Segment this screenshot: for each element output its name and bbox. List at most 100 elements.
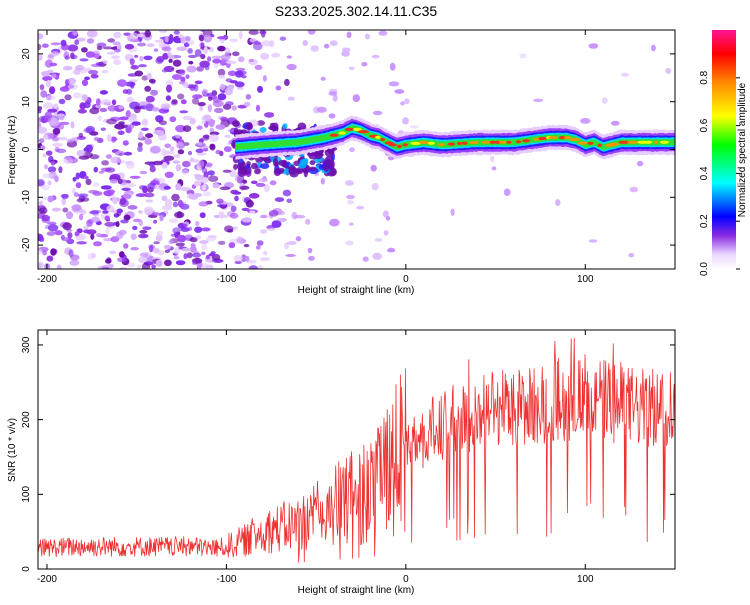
noise-speckle xyxy=(168,239,175,245)
noise-speckle xyxy=(47,224,59,232)
noise-speckle xyxy=(137,142,143,147)
noise-speckle xyxy=(107,38,115,43)
noise-speckle xyxy=(143,206,154,215)
noise-speckle xyxy=(124,160,134,165)
noise-speckle xyxy=(175,134,181,139)
noise-speckle xyxy=(149,165,156,173)
noise-speckle xyxy=(255,104,261,112)
noise-speckle xyxy=(208,175,219,182)
noise-speckle xyxy=(168,58,173,63)
noise-speckle xyxy=(130,65,139,70)
noise-speckle xyxy=(187,40,195,45)
noise-speckle xyxy=(89,210,100,215)
colorbar-tick-label: 0.2 xyxy=(699,214,710,228)
noise-speckle xyxy=(38,200,43,206)
noise-speckle xyxy=(214,107,224,114)
noise-speckle xyxy=(145,95,155,103)
noise-speckle xyxy=(295,236,302,242)
noise-speckle xyxy=(233,226,238,231)
ridge-hotspot xyxy=(474,140,479,144)
noise-speckle xyxy=(232,120,240,127)
noise-speckle xyxy=(111,55,120,59)
ridge-hotspot xyxy=(515,140,522,144)
noise-speckle xyxy=(81,94,88,101)
noise-speckle xyxy=(65,138,75,143)
noise-speckle xyxy=(47,53,54,61)
noise-speckle xyxy=(242,179,248,184)
noise-speckle xyxy=(259,229,268,234)
noise-speckle xyxy=(200,53,206,60)
noise-speckle xyxy=(172,201,179,208)
ridge-hotspot xyxy=(461,141,468,145)
noise-speckle xyxy=(197,102,206,107)
noise-speckle xyxy=(192,252,202,258)
noise-speckle xyxy=(69,259,80,266)
noise-speckle xyxy=(119,197,127,205)
noise-speckle xyxy=(232,51,240,57)
noise-speckle xyxy=(45,150,53,156)
noise-speckle xyxy=(138,233,149,239)
noise-speckle xyxy=(229,212,239,219)
noise-speckle xyxy=(279,36,287,41)
noise-speckle xyxy=(98,170,105,174)
noise-speckle xyxy=(192,94,203,99)
noise-speckle xyxy=(181,169,190,175)
noise-speckle xyxy=(86,219,93,227)
noise-speckle xyxy=(629,186,639,193)
noise-speckle xyxy=(116,208,124,214)
noise-speckle xyxy=(173,153,181,159)
noise-speckle xyxy=(294,214,306,219)
noise-speckle xyxy=(258,178,268,183)
noise-speckle xyxy=(274,197,285,203)
noise-speckle xyxy=(132,225,138,231)
noise-speckle xyxy=(218,214,229,218)
noise-speckle xyxy=(307,30,316,35)
noise-speckle xyxy=(175,142,185,149)
noise-speckle xyxy=(138,256,148,264)
noise-speckle xyxy=(329,218,340,227)
noise-speckle xyxy=(188,54,197,59)
noise-speckle xyxy=(218,74,226,79)
noise-speckle xyxy=(118,251,125,258)
noise-speckle xyxy=(137,33,145,38)
ridge-hotspot xyxy=(618,140,630,144)
noise-speckle xyxy=(159,214,164,222)
ridge-hotspot xyxy=(654,140,659,144)
noise-speckle xyxy=(38,179,45,187)
noise-speckle xyxy=(46,95,56,101)
noise-speckle xyxy=(130,247,139,251)
ridge-hotspot xyxy=(481,140,491,144)
noise-speckle xyxy=(201,227,211,232)
noise-speckle xyxy=(189,245,197,253)
noise-speckle xyxy=(134,54,139,58)
noise-speckle xyxy=(346,194,355,200)
noise-speckle xyxy=(203,114,212,121)
noise-speckle xyxy=(49,86,56,95)
noise-speckle xyxy=(262,75,267,82)
noise-speckle xyxy=(161,46,172,52)
noise-speckle xyxy=(212,58,222,64)
noise-speckle xyxy=(143,55,153,61)
noise-speckle xyxy=(170,100,178,106)
noise-speckle xyxy=(95,98,101,106)
signal-blob xyxy=(289,165,296,171)
signal-blob xyxy=(274,170,284,175)
noise-speckle xyxy=(238,56,245,63)
noise-speckle xyxy=(243,101,251,107)
snr-y-axis: 0 100 200 300 xyxy=(21,336,675,572)
noise-speckle xyxy=(84,76,90,81)
noise-speckle xyxy=(96,45,103,51)
noise-speckle xyxy=(100,99,112,106)
noise-speckle xyxy=(194,49,202,57)
noise-speckle xyxy=(234,81,245,88)
noise-speckle xyxy=(64,55,70,60)
ridge-hotspot xyxy=(569,137,581,142)
noise-speckle xyxy=(168,218,179,224)
colorbar-tick-label: 0.4 xyxy=(699,166,710,180)
noise-speckle xyxy=(100,127,107,131)
noise-speckle xyxy=(665,68,672,74)
noise-speckle xyxy=(161,195,168,202)
noise-speckle xyxy=(105,227,110,235)
noise-speckle xyxy=(107,105,117,112)
